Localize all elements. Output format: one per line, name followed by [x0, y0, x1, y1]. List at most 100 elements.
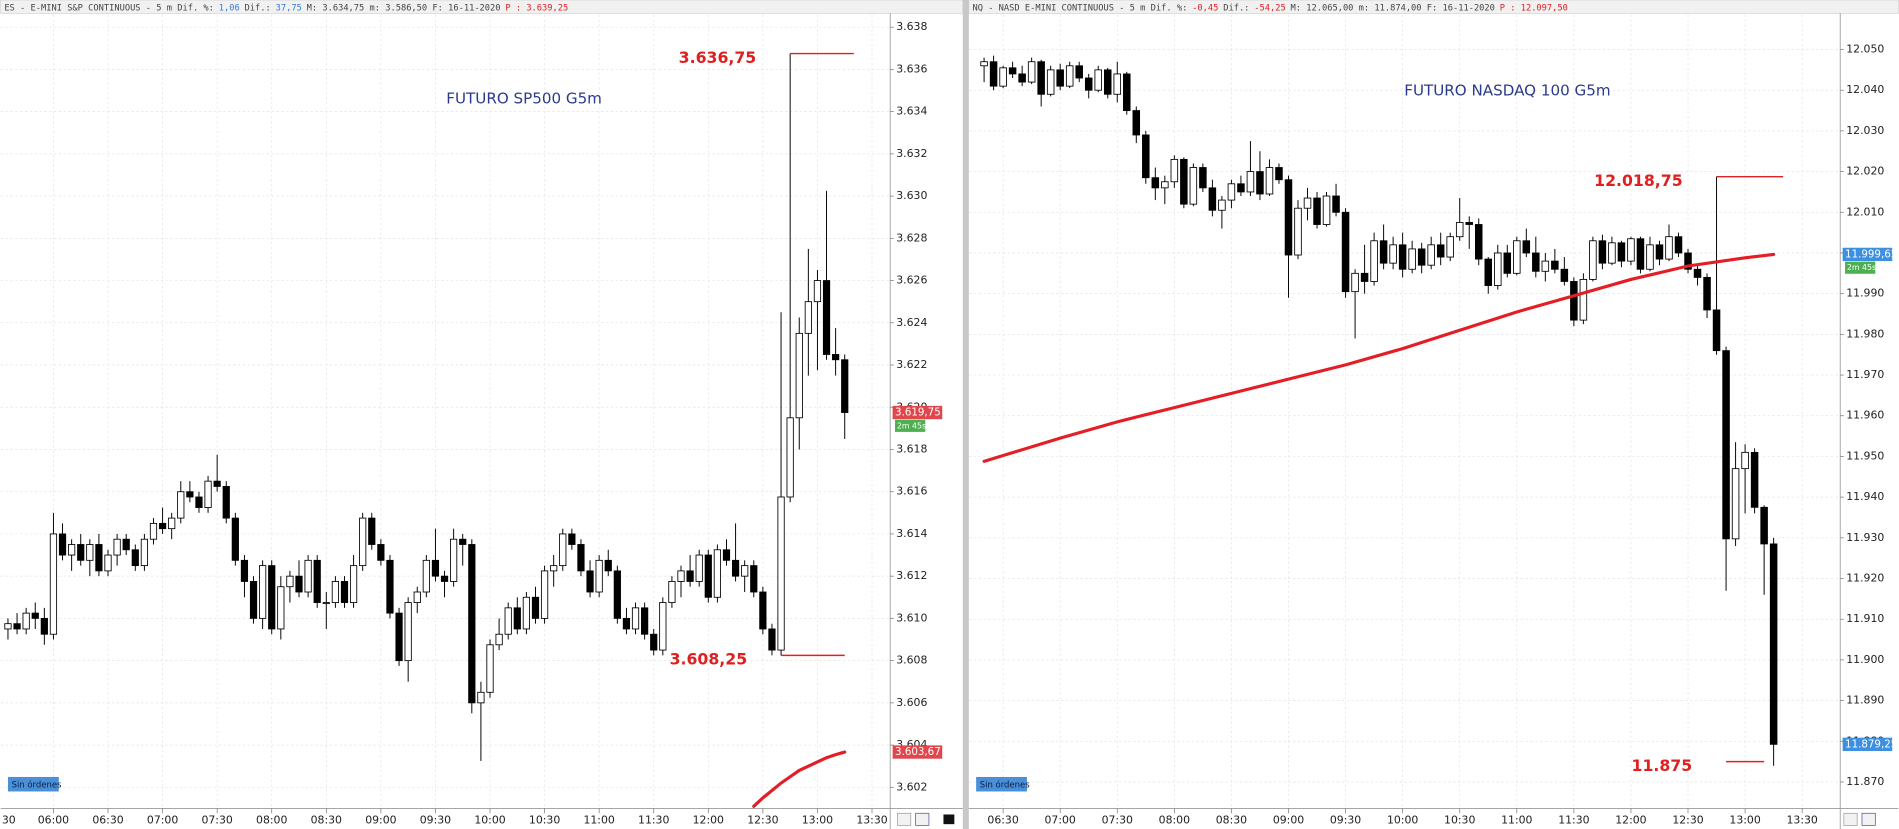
candle-body [1056, 69, 1064, 87]
candle-body [1341, 211, 1350, 293]
x-tick-label: 09:30 [420, 814, 451, 827]
x-tick-label: 30 [2, 814, 16, 827]
candle-body [1037, 61, 1045, 95]
candle-body [240, 559, 249, 582]
icon[interactable] [1861, 812, 1876, 826]
candle-body [1275, 167, 1283, 181]
price-tag-label: 11.879,25 [1845, 738, 1897, 750]
y-tick-label: 3.630 [896, 189, 927, 202]
status-button[interactable] [976, 776, 1027, 792]
candle-body [1436, 244, 1445, 258]
candle-body [1379, 240, 1388, 264]
y-tick-label: 3.608 [896, 654, 927, 667]
price-tag-label: 3.603,67 [895, 746, 941, 758]
candle-body [1332, 195, 1340, 213]
x-tick-label: 11:30 [638, 814, 669, 827]
candle-body [1655, 244, 1664, 260]
candle-body [1693, 268, 1702, 278]
level-label: 3.608,25 [670, 650, 748, 669]
y-tick-label: 11.990 [1846, 287, 1884, 300]
candle-body [1084, 77, 1093, 91]
candle-body [113, 538, 121, 556]
candle-body [77, 544, 85, 561]
candle-body [631, 607, 640, 630]
candle-body [477, 691, 485, 704]
y-tick-label: 3.622 [896, 358, 927, 371]
candle-body [459, 538, 467, 545]
candle-body [1570, 281, 1578, 321]
x-tick-label: 12:00 [1615, 814, 1646, 827]
x-tick-label: 13:00 [802, 814, 833, 827]
moving-average-line [752, 750, 847, 808]
y-tick-label: 3.618 [896, 442, 927, 455]
candle-body [495, 633, 503, 646]
candle-body [422, 559, 430, 593]
candle-body [104, 554, 112, 572]
candle-body [1455, 222, 1464, 238]
candle-body [795, 332, 803, 419]
candle-body [1532, 252, 1540, 272]
candle-body [1075, 65, 1083, 79]
candle-body [989, 61, 998, 87]
candle-body [1503, 252, 1512, 274]
candle-body [177, 491, 185, 519]
candle-body [1351, 272, 1359, 293]
candle-body [1760, 506, 1768, 545]
price-tag [892, 745, 943, 759]
candle-body [1208, 187, 1217, 211]
price-tag [1842, 247, 1893, 262]
candle-body [149, 522, 158, 540]
candle-body [368, 517, 376, 545]
candle-body [204, 480, 212, 508]
candle-body [349, 565, 358, 603]
candle-body [1389, 244, 1397, 264]
plot-area [980, 55, 1778, 766]
candle-body [641, 607, 649, 635]
candle-body [1712, 309, 1721, 352]
x-tick-label: 06:30 [92, 814, 123, 827]
icon[interactable] [943, 814, 955, 825]
y-tick-label: 12.030 [1846, 124, 1884, 137]
price-tag [892, 405, 943, 420]
candle-body [1665, 236, 1673, 260]
y-tick-label: 12.020 [1846, 165, 1884, 178]
chart-title: FUTURO NASDAQ 100 G5m [1404, 81, 1610, 99]
x-tick-label: 12:30 [1672, 814, 1703, 827]
y-tick-label: 3.626 [896, 274, 927, 287]
timer-box [895, 419, 926, 432]
status-label: Sin órdenes [12, 779, 62, 789]
candle-body [595, 559, 603, 593]
candle-body [1370, 240, 1378, 282]
candle-body [249, 581, 258, 619]
candle-body [999, 67, 1007, 87]
candle-body [168, 517, 176, 530]
y-tick-label: 11.870 [1846, 775, 1884, 788]
status-button[interactable] [7, 776, 59, 792]
candle-body [1589, 240, 1597, 280]
header-text: NQ - NASD E-MINI CONTINUOUS - 5 m Dif. %… [972, 3, 1567, 13]
y-tick-label: 3.610 [896, 611, 927, 624]
y-tick-label: 3.632 [896, 147, 927, 160]
x-tick-label: 08:30 [1216, 814, 1247, 827]
candle-body [195, 496, 203, 508]
candle-body [22, 612, 30, 630]
x-tick-label: 13:30 [856, 814, 887, 827]
candle-body [1474, 224, 1483, 260]
icon[interactable] [915, 812, 930, 826]
candle-body [1180, 158, 1188, 205]
header-field: -54,25 [1254, 3, 1285, 13]
candle-body [1360, 272, 1369, 282]
candle-body [1227, 183, 1236, 201]
x-tick-label: 06:00 [38, 814, 69, 827]
candle-body [980, 61, 988, 67]
candle-body [1646, 244, 1654, 270]
candle-body [677, 570, 685, 582]
icon[interactable] [897, 812, 912, 826]
y-tick-label: 11.930 [1846, 531, 1884, 544]
icon[interactable] [1843, 812, 1858, 826]
candle-body [577, 544, 585, 572]
candle-body [1636, 238, 1645, 270]
y-tick-label: 11.940 [1846, 490, 1884, 503]
x-tick-label: 12:00 [693, 814, 724, 827]
